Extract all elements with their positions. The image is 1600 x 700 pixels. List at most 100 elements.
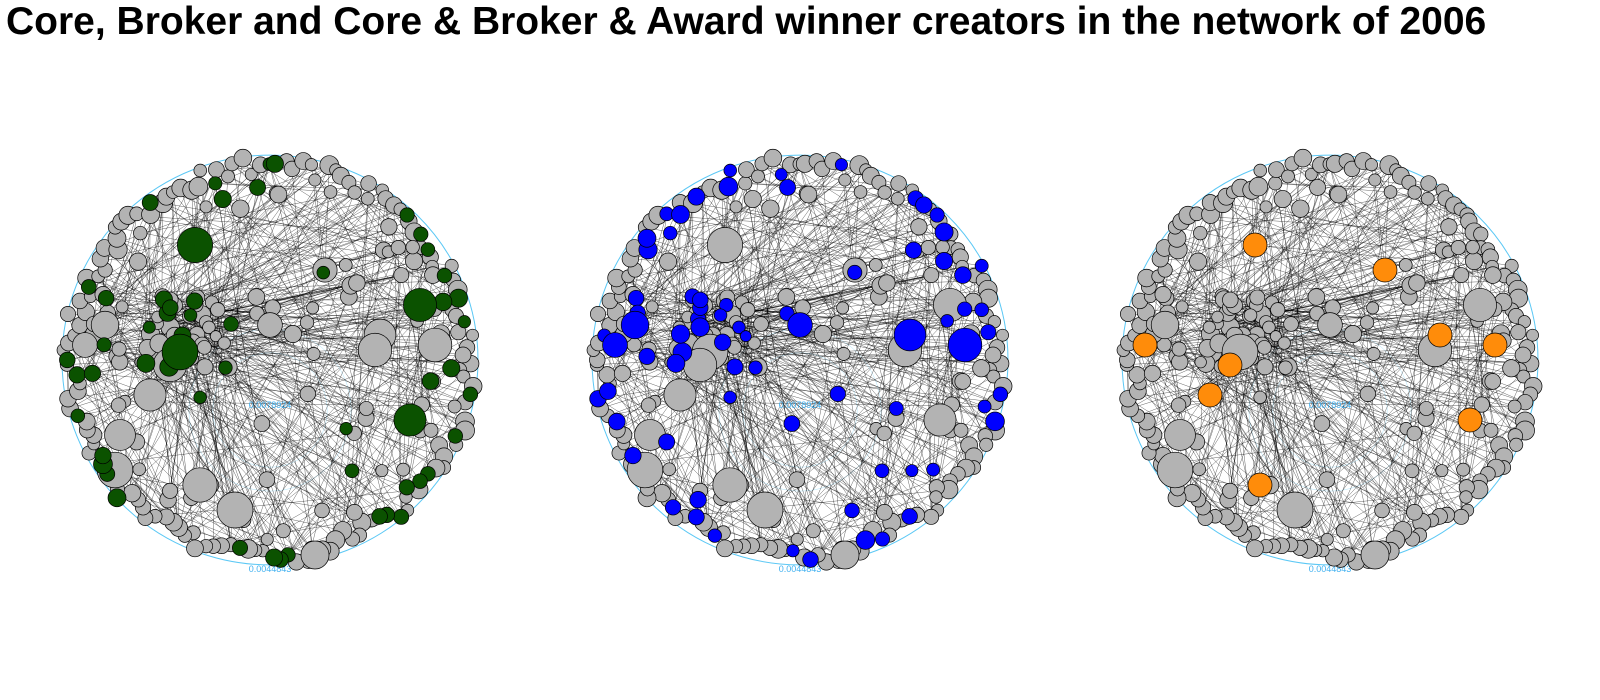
node xyxy=(1170,397,1187,413)
node-highlighted xyxy=(599,382,617,400)
edge xyxy=(1144,344,1468,511)
node-highlighted xyxy=(663,225,678,241)
edge xyxy=(760,272,854,325)
edge xyxy=(677,348,917,516)
edge xyxy=(865,304,951,541)
edge xyxy=(201,314,284,531)
edge xyxy=(1144,308,1482,346)
edge xyxy=(712,335,903,521)
node xyxy=(1273,190,1292,209)
node xyxy=(1243,308,1258,322)
edge xyxy=(117,488,316,556)
node xyxy=(1156,451,1194,489)
edge xyxy=(704,160,834,306)
edge xyxy=(726,192,885,306)
node xyxy=(1154,286,1172,303)
edge xyxy=(90,296,313,549)
node-highlighted xyxy=(926,462,940,477)
edge xyxy=(174,160,304,306)
node xyxy=(740,302,756,318)
node-highlighted xyxy=(70,408,86,424)
node xyxy=(659,252,678,271)
node xyxy=(1329,185,1348,204)
node-highlighted xyxy=(664,499,682,516)
node xyxy=(275,523,291,539)
edge xyxy=(145,363,419,490)
node xyxy=(1313,415,1331,432)
edge xyxy=(127,215,421,235)
node-highlighted xyxy=(462,386,479,403)
node xyxy=(1150,310,1180,340)
node xyxy=(216,491,254,529)
node xyxy=(707,227,743,263)
node-highlighted xyxy=(249,179,266,196)
node-highlighted xyxy=(934,222,954,242)
edge xyxy=(1127,186,1259,399)
node xyxy=(878,274,896,292)
node xyxy=(1269,330,1282,343)
node xyxy=(1440,218,1458,236)
node-highlighted xyxy=(834,158,848,172)
edge xyxy=(680,214,720,317)
node-highlighted xyxy=(142,320,156,334)
node xyxy=(221,169,235,184)
node xyxy=(1418,401,1434,416)
node xyxy=(1406,425,1422,441)
node xyxy=(357,332,393,368)
edge xyxy=(1209,203,1224,328)
edge xyxy=(103,164,330,345)
ring-label-inner: 0.0078924 xyxy=(779,400,822,410)
edge xyxy=(1414,344,1496,513)
node xyxy=(954,373,971,390)
node xyxy=(1450,240,1466,256)
node-highlighted xyxy=(436,267,453,284)
edge xyxy=(729,397,885,513)
node xyxy=(188,176,209,197)
node-highlighted xyxy=(399,207,415,223)
node-highlighted xyxy=(193,390,207,404)
edge xyxy=(760,323,844,355)
edge xyxy=(1390,191,1492,431)
node-highlighted xyxy=(723,163,737,178)
node-highlighted xyxy=(901,508,918,525)
node xyxy=(1202,320,1216,334)
node-highlighted xyxy=(1197,382,1223,408)
node xyxy=(306,347,321,361)
edge xyxy=(724,198,916,302)
node xyxy=(753,316,769,332)
node-highlighted xyxy=(723,390,737,404)
edge xyxy=(1207,348,1447,516)
node xyxy=(1483,422,1499,438)
network-panel-core-broker-award: 0.0078924 0.0044843 xyxy=(1116,148,1543,574)
node-highlighted xyxy=(59,351,76,369)
edge xyxy=(1264,347,1531,364)
node xyxy=(836,301,850,315)
ring-label-outer: 0.0044843 xyxy=(249,564,292,574)
node xyxy=(466,328,479,342)
node-highlighted xyxy=(434,292,453,311)
node xyxy=(257,312,283,338)
edge xyxy=(204,347,471,364)
node xyxy=(1262,320,1276,334)
node xyxy=(877,185,892,200)
edge xyxy=(1176,238,1504,341)
node-highlighted xyxy=(957,301,973,317)
node-highlighted xyxy=(670,324,691,344)
node xyxy=(613,364,631,382)
edge xyxy=(1352,333,1373,549)
node xyxy=(129,252,148,271)
edge xyxy=(142,163,270,508)
edge xyxy=(168,366,211,486)
edge xyxy=(760,160,834,325)
node xyxy=(738,176,753,191)
node xyxy=(1171,341,1187,357)
node xyxy=(253,415,271,432)
node xyxy=(1526,328,1539,342)
edge xyxy=(1202,163,1330,508)
ring-label-outer: 0.0044843 xyxy=(779,564,822,574)
node-highlighted xyxy=(847,264,863,280)
edge xyxy=(652,306,1001,395)
node xyxy=(640,397,657,413)
ring-label-inner: 0.0078924 xyxy=(249,400,292,410)
